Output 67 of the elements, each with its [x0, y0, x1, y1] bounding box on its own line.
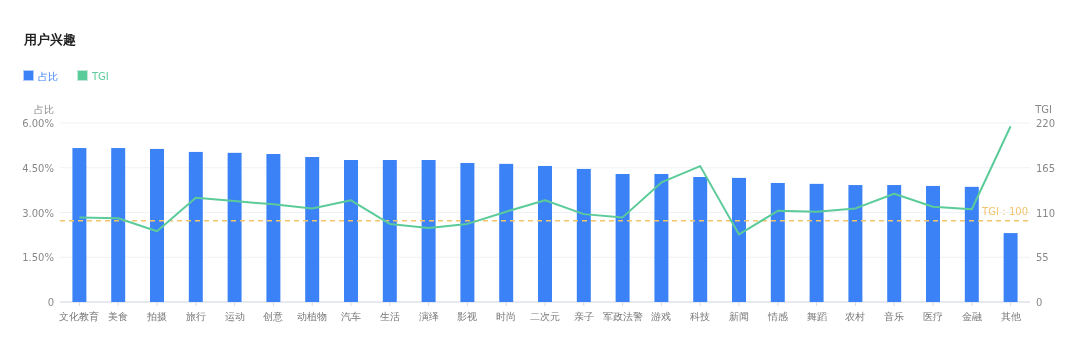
y-tick-label: 1.50% [22, 252, 54, 264]
x-tick-label: 文化教育 [59, 311, 100, 322]
bar [538, 165, 552, 302]
bar [499, 163, 514, 302]
y2-tick-label: 55 [1036, 252, 1049, 264]
x-tick-label: 演绎 [418, 311, 439, 322]
y-axis-title: 占比 [34, 104, 54, 115]
bar [770, 182, 785, 302]
x-tick-label: 舞蹈 [806, 311, 827, 322]
x-tick-label: 农村 [845, 311, 866, 322]
x-tick-label: 亲子 [573, 311, 594, 322]
x-tick-label: 音乐 [884, 311, 905, 322]
legend-label: TGI [91, 71, 109, 82]
bar [72, 148, 87, 302]
y2-tick-label: 0 [1036, 297, 1043, 308]
x-tick-label: 医疗 [923, 311, 943, 322]
bar [887, 185, 902, 302]
bar [1003, 233, 1018, 302]
bar [150, 148, 164, 302]
x-tick-label: 创意 [263, 311, 284, 322]
ref-line-label: TGI：100 [981, 205, 1028, 217]
bar [227, 152, 242, 302]
x-tick-label: 汽车 [341, 311, 361, 322]
x-tick-label: 运动 [224, 311, 245, 322]
bar [188, 151, 203, 302]
bar [964, 186, 979, 302]
x-tick-label: 新闻 [729, 311, 749, 322]
bar [421, 159, 436, 302]
y-tick-label: 3.00% [22, 207, 54, 219]
x-tick-label: 动植物 [297, 311, 328, 322]
x-tick-label: 影视 [457, 311, 478, 322]
bar [693, 177, 708, 302]
x-tick-label: 拍摄 [146, 311, 167, 322]
y-tick-label: 6.00% [22, 118, 54, 129]
legend-label: 占比 [38, 71, 58, 82]
bar [809, 183, 824, 302]
bar [848, 185, 863, 302]
y2-tick-label: 110 [1036, 207, 1056, 219]
x-tick-label: 金融 [961, 311, 982, 322]
bar [615, 174, 630, 302]
bar [732, 177, 746, 302]
x-tick-label: 军政法警 [602, 311, 643, 322]
bar [344, 159, 358, 302]
x-tick-label: 美食 [108, 311, 129, 322]
line-series [78, 125, 1012, 236]
y2-axis-title: TGI [1034, 104, 1052, 115]
x-tick-label: 科技 [690, 311, 711, 322]
bar [111, 148, 126, 302]
bar [305, 157, 320, 302]
x-tick-label: 二次元 [530, 311, 560, 322]
x-tick-label: 其他 [1000, 311, 1021, 322]
x-tick-label: 游戏 [651, 311, 672, 322]
x-tick-label: 时尚 [496, 311, 517, 322]
x-tick-label: 生活 [379, 311, 400, 322]
bar [654, 174, 669, 302]
bar [266, 154, 281, 302]
bar [926, 185, 940, 302]
bar [576, 168, 591, 302]
y2-tick-label: 165 [1036, 162, 1056, 174]
x-tick-label: 旅行 [185, 311, 206, 322]
y-tick-label: 4.50% [22, 162, 54, 174]
y-tick-label: 0 [47, 297, 54, 308]
bar [460, 162, 475, 302]
bar [382, 159, 397, 302]
chart-title: 用户兴趣 [23, 32, 76, 47]
y2-tick-label: 220 [1036, 118, 1056, 129]
x-tick-label: 情感 [766, 311, 788, 322]
